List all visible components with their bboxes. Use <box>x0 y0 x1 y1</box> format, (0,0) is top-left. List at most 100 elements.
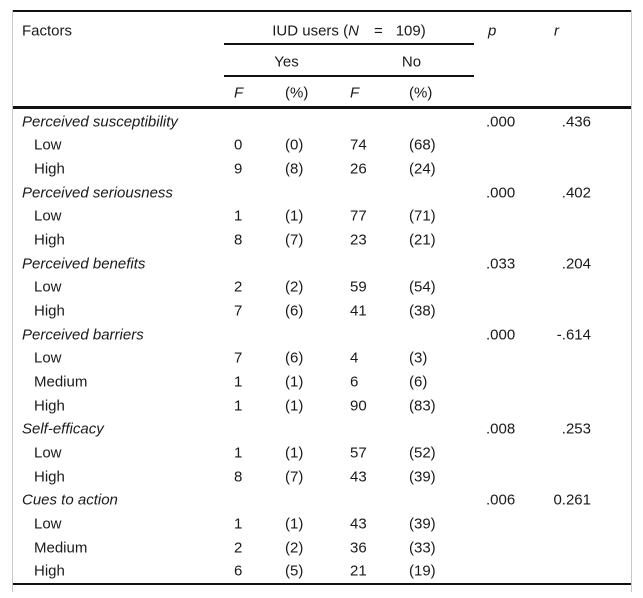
table-row: Medium 2 (2) 36 (33) <box>13 536 631 560</box>
pct-no-value: (52) <box>409 444 436 462</box>
level-label: Medium <box>34 373 88 391</box>
pct-yes-value: (8) <box>285 160 304 178</box>
f-yes-value: 1 <box>234 444 243 462</box>
table-row: High 8 (7) 43 (39) <box>13 465 631 489</box>
pct-no-value: (39) <box>409 515 436 533</box>
f-no-value: 74 <box>350 136 367 154</box>
f-yes-value: 1 <box>234 397 243 415</box>
header-row-1: Factors IUD users (N = 109) p r <box>13 20 631 42</box>
table-row: Perceived seriousness .000 .402 <box>13 181 631 205</box>
level-label: Low <box>34 136 62 154</box>
table-row: Perceived benefits .033 .204 <box>13 252 631 276</box>
f-no-value: 36 <box>350 539 367 557</box>
f-yes-value: 2 <box>234 278 243 296</box>
p-value: .006 <box>486 491 516 509</box>
level-label: Low <box>34 515 62 533</box>
f-yes-value: 1 <box>234 373 243 391</box>
p-column-header: p <box>488 22 497 40</box>
f-no-value: 26 <box>350 160 367 178</box>
pct-no-value: (33) <box>409 539 436 557</box>
f-yes-value: 0 <box>234 136 243 154</box>
r-value: .204 <box>561 255 591 273</box>
spanner-rule-1 <box>224 43 474 45</box>
f-no-value: 90 <box>350 397 367 415</box>
pct-yes-value: (7) <box>285 231 304 249</box>
pct-yes-value: (1) <box>285 397 304 415</box>
pct-yes-value: (7) <box>285 468 304 486</box>
table-bottom-rule <box>13 583 631 585</box>
equals-sign: = <box>373 22 383 40</box>
header-row-3: F (%) F (%) <box>13 82 631 104</box>
header-separator-rule <box>13 106 631 109</box>
table-row: High 6 (5) 21 (19) <box>13 559 631 583</box>
iud-users-label-prefix: IUD users ( <box>272 22 349 40</box>
pct-no-value: (21) <box>409 231 436 249</box>
f-no-value: 23 <box>350 231 367 249</box>
f-yes-value: 1 <box>234 515 243 533</box>
pct-yes-value: (0) <box>285 136 304 154</box>
f-yes-column-header: F <box>234 84 244 102</box>
f-no-value: 57 <box>350 444 367 462</box>
f-yes-value: 8 <box>234 468 243 486</box>
level-label: High <box>34 302 65 320</box>
p-value: .000 <box>486 184 516 202</box>
pct-yes-value: (2) <box>285 278 304 296</box>
iud-users-spanner-header: IUD users (N = 109) <box>224 23 474 40</box>
pct-no-value: (3) <box>409 349 428 367</box>
p-value: .008 <box>486 420 516 438</box>
table-row: Low 7 (6) 4 (3) <box>13 347 631 371</box>
pct-yes-value: (6) <box>285 349 304 367</box>
yes-column-header: Yes <box>274 53 299 71</box>
pct-yes-value: (5) <box>285 562 304 580</box>
f-yes-value: 7 <box>234 349 243 367</box>
table-row: Cues to action .006 0.261 <box>13 489 631 513</box>
statistics-table: Factors IUD users (N = 109) p r Yes No F (… <box>12 10 632 592</box>
level-label: Low <box>34 278 62 296</box>
table-row: Low 0 (0) 74 (68) <box>13 134 631 158</box>
table-row: Perceived susceptibility .000 .436 <box>13 110 631 134</box>
table-row: High 8 (7) 23 (21) <box>13 228 631 252</box>
factor-label: Perceived susceptibility <box>22 113 178 131</box>
table-row: High 7 (6) 41 (38) <box>13 299 631 323</box>
level-label: Medium <box>34 539 88 557</box>
r-value: .253 <box>561 420 591 438</box>
table-row: Low 1 (1) 43 (39) <box>13 512 631 536</box>
pct-yes-value: (1) <box>285 444 304 462</box>
f-no-value: 59 <box>350 278 367 296</box>
level-label: High <box>34 397 65 415</box>
level-label: High <box>34 231 65 249</box>
table-row: Self-efficacy .008 .253 <box>13 418 631 442</box>
r-column-header: r <box>554 22 559 40</box>
pct-yes-value: (6) <box>285 302 304 320</box>
table-row: Perceived barriers .000 -.614 <box>13 323 631 347</box>
level-label: High <box>34 562 65 580</box>
f-yes-value: 7 <box>234 302 243 320</box>
pct-no-value: (39) <box>409 468 436 486</box>
n-value: 109) <box>395 22 426 40</box>
f-yes-value: 6 <box>234 562 243 580</box>
pct-yes-value: (2) <box>285 539 304 557</box>
f-yes-value: 1 <box>234 207 243 225</box>
r-value: 0.261 <box>553 491 591 509</box>
table-row: Low 2 (2) 59 (54) <box>13 276 631 300</box>
p-value: .033 <box>486 255 516 273</box>
table-row: Low 1 (1) 57 (52) <box>13 441 631 465</box>
level-label: Low <box>34 349 62 367</box>
factor-label: Perceived barriers <box>22 326 144 344</box>
f-yes-value: 8 <box>234 231 243 249</box>
pct-yes-value: (1) <box>285 373 304 391</box>
factor-label: Self-efficacy <box>22 420 104 438</box>
pct-no-value: (19) <box>409 562 436 580</box>
pct-no-value: (71) <box>409 207 436 225</box>
pct-no-value: (24) <box>409 160 436 178</box>
f-no-value: 21 <box>350 562 367 580</box>
f-no-value: 41 <box>350 302 367 320</box>
f-no-value: 43 <box>350 468 367 486</box>
table-row: Medium 1 (1) 6 (6) <box>13 370 631 394</box>
pct-yes-column-header: (%) <box>285 84 309 102</box>
pct-yes-value: (1) <box>285 515 304 533</box>
f-no-value: 77 <box>350 207 367 225</box>
level-label: Low <box>34 444 62 462</box>
header-row-2: Yes No <box>13 51 631 73</box>
